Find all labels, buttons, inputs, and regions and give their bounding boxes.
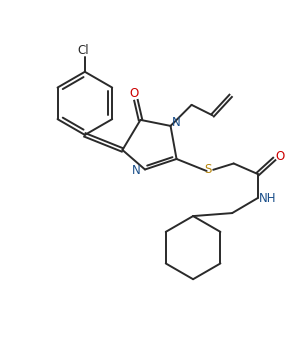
Text: N: N xyxy=(172,116,180,129)
Text: NH: NH xyxy=(259,191,276,205)
Text: S: S xyxy=(204,163,211,176)
Text: O: O xyxy=(275,150,284,163)
Text: O: O xyxy=(130,87,139,100)
Text: Cl: Cl xyxy=(78,44,89,57)
Text: N: N xyxy=(132,165,141,177)
